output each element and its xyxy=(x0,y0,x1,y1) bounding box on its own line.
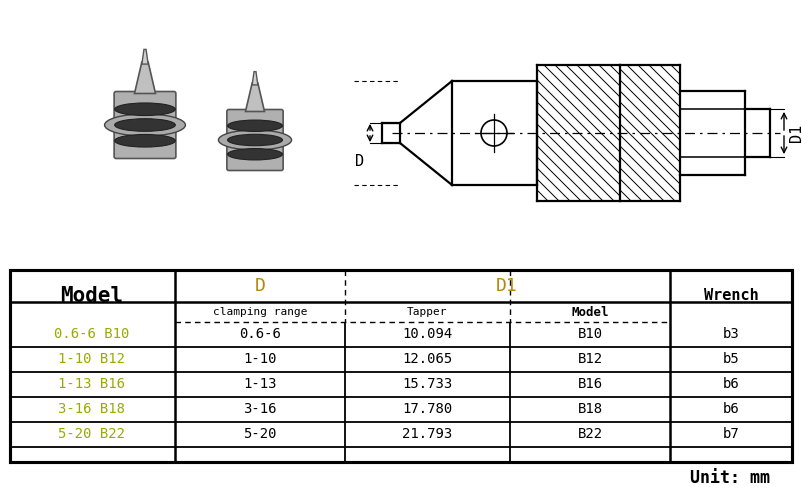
Polygon shape xyxy=(135,62,156,94)
Text: 0.6-6 B10: 0.6-6 B10 xyxy=(55,327,130,341)
Text: 21.793: 21.793 xyxy=(402,427,452,441)
Text: 12.065: 12.065 xyxy=(402,352,452,366)
Text: 17.780: 17.780 xyxy=(402,402,452,416)
Text: B10: B10 xyxy=(577,327,602,341)
Text: b6: b6 xyxy=(723,377,739,391)
Ellipse shape xyxy=(104,114,185,136)
Polygon shape xyxy=(245,83,265,112)
Text: 0.6-6: 0.6-6 xyxy=(239,327,281,341)
Text: 5-20: 5-20 xyxy=(243,427,277,441)
Text: 5-20 B22: 5-20 B22 xyxy=(59,427,125,441)
Text: D: D xyxy=(355,153,365,169)
Text: 1-13 B16: 1-13 B16 xyxy=(59,377,125,391)
Text: B12: B12 xyxy=(577,352,602,366)
Text: b7: b7 xyxy=(723,427,739,441)
Text: Model: Model xyxy=(571,305,609,318)
Text: b5: b5 xyxy=(723,352,739,366)
Text: b6: b6 xyxy=(723,402,739,416)
FancyBboxPatch shape xyxy=(227,109,283,171)
Text: D1: D1 xyxy=(789,124,802,142)
Text: 3-16 B18: 3-16 B18 xyxy=(59,402,125,416)
Text: Wrench: Wrench xyxy=(703,289,759,303)
Ellipse shape xyxy=(115,134,176,147)
Text: b3: b3 xyxy=(723,327,739,341)
Text: B22: B22 xyxy=(577,427,602,441)
Text: 10.094: 10.094 xyxy=(402,327,452,341)
Ellipse shape xyxy=(228,134,282,146)
Ellipse shape xyxy=(115,103,176,116)
Polygon shape xyxy=(252,72,258,85)
Text: Unit: mm: Unit: mm xyxy=(690,469,770,487)
Ellipse shape xyxy=(228,120,282,131)
FancyBboxPatch shape xyxy=(114,92,176,158)
Text: 15.733: 15.733 xyxy=(402,377,452,391)
Text: D1: D1 xyxy=(496,277,518,295)
Polygon shape xyxy=(142,49,148,64)
Text: clamping range: clamping range xyxy=(213,307,307,317)
Text: Model: Model xyxy=(60,286,124,306)
Ellipse shape xyxy=(218,130,292,150)
Ellipse shape xyxy=(228,148,282,160)
Text: 1-10: 1-10 xyxy=(243,352,277,366)
Text: D: D xyxy=(254,277,265,295)
Text: Tapper: Tapper xyxy=(407,307,448,317)
Text: B16: B16 xyxy=(577,377,602,391)
Text: 1-13: 1-13 xyxy=(243,377,277,391)
Ellipse shape xyxy=(115,119,176,131)
Text: B18: B18 xyxy=(577,402,602,416)
Text: 1-10 B12: 1-10 B12 xyxy=(59,352,125,366)
Text: 3-16: 3-16 xyxy=(243,402,277,416)
